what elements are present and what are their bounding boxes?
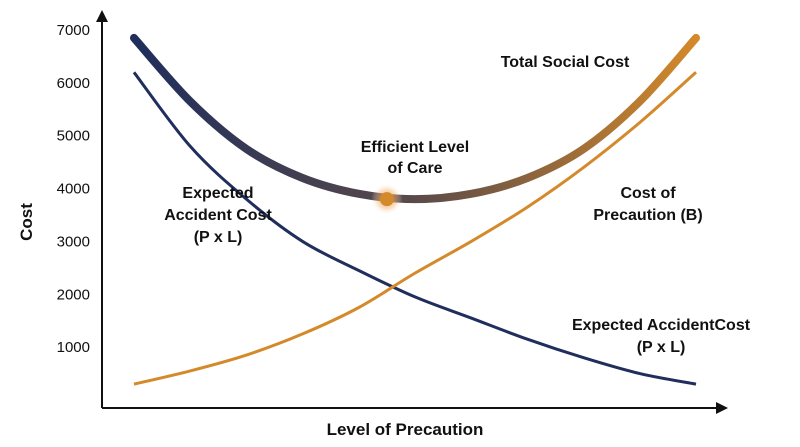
y-tick-label: 4000 [57,181,90,198]
label-accident-left-line2: Accident Cost [164,207,272,224]
series-expected-accident-cost [132,71,697,386]
x-axis-title: Level of Precaution [327,420,484,439]
y-tick-label: 7000 [57,22,90,39]
y-tick-label: 1000 [57,339,90,356]
label-accident-right-line2: (P x L) [637,339,686,356]
series-cost-of-precaution [133,71,697,386]
label-accident-right-line1: Expected AccidentCost [572,317,751,334]
label-efficient-line2: of Care [387,160,442,177]
label-precaution-line1: Cost of [620,185,676,202]
label-precaution-line2: Precaution (B) [593,207,702,224]
y-axis-title: Cost [17,203,36,241]
y-axis-arrow [96,10,108,22]
label-total-social-cost: Total Social Cost [501,54,630,71]
efficient-point-marker [379,192,394,207]
label-accident-left-line3: (P x L) [194,229,243,246]
y-tick-label: 6000 [57,75,90,92]
y-tick-labels: 1000 2000 3000 4000 5000 6000 7000 [57,22,90,356]
label-accident-left-line1: Expected [182,185,253,202]
x-axis-arrow [716,402,728,414]
y-tick-label: 5000 [57,128,90,145]
label-efficient-line1: Efficient Level [361,139,469,156]
series-total-social-cost [130,33,700,204]
y-tick-label: 2000 [57,286,90,303]
y-tick-label: 3000 [57,233,90,250]
